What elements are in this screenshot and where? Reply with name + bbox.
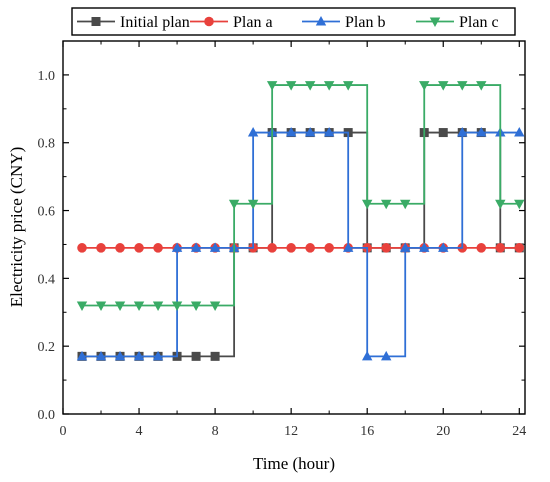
point-plan-c-14	[323, 81, 335, 91]
point-plan-b-14	[323, 127, 335, 137]
point-plan-b-24	[514, 127, 525, 137]
point-plan-a-5	[153, 243, 163, 253]
point-plan-a-3	[115, 243, 125, 253]
point-plan-c-19	[419, 81, 430, 91]
point-plan-c-23	[495, 199, 506, 210]
point-plan-a-1	[77, 243, 87, 253]
y-tick-label-0.0: 0.0	[38, 408, 56, 423]
point-plan-b-4	[133, 350, 145, 361]
point-plan-a-12	[286, 243, 296, 253]
x-tick-label-4: 4	[136, 424, 143, 439]
point-plan-c-12	[285, 81, 297, 91]
point-plan-b-7	[190, 242, 202, 252]
point-plan-b-17	[381, 350, 392, 361]
x-tick-label-12: 12	[284, 424, 298, 439]
point-plan-a-24	[514, 243, 525, 253]
point-plan-a-2	[96, 243, 106, 253]
x-tick-label-8: 8	[212, 424, 219, 439]
legend-label-plan-b: Plan b	[345, 14, 385, 31]
legend-entry-plan-c: Plan c	[416, 14, 499, 31]
point-plan-c-18	[400, 199, 411, 210]
legend-marker-plan-a	[204, 16, 214, 27]
point-plan-b-15	[342, 242, 354, 252]
x-tick-label-24: 24	[512, 424, 526, 439]
point-plan-c-21	[457, 81, 468, 91]
legend-label-plan-a: Plan a	[233, 14, 273, 31]
point-plan-a-13	[305, 243, 315, 253]
point-plan-b-5	[152, 350, 164, 361]
point-plan-b-13	[304, 127, 316, 137]
x-tick-label-0: 0	[60, 424, 67, 439]
point-plan-b-12	[285, 127, 297, 137]
x-tick-label-16: 16	[360, 424, 374, 439]
legend-marker-plan-c	[429, 17, 441, 27]
point-plan-a-11	[267, 243, 277, 253]
legend-entry-initial-plan: Initial plan	[77, 14, 190, 31]
point-plan-b-6	[171, 242, 183, 252]
point-plan-c-5	[152, 301, 164, 311]
point-plan-c-17	[381, 199, 392, 210]
point-plan-c-11	[266, 81, 278, 91]
legend-marker-initial-plan	[91, 17, 101, 26]
point-plan-c-15	[342, 81, 354, 91]
series-initial-plan	[77, 128, 524, 361]
point-plan-c-16	[361, 199, 373, 210]
y-tick-label-0.6: 0.6	[38, 205, 56, 220]
series-plan-b	[76, 127, 525, 361]
point-plan-c-24	[514, 199, 525, 210]
point-plan-a-17	[381, 243, 392, 253]
y-axis-label: Electricity price (CNY)	[7, 147, 26, 308]
legend: Initial plan Plan a Plan b Plan c	[71, 7, 516, 36]
point-plan-c-2	[95, 301, 107, 311]
point-plan-b-20	[438, 242, 449, 252]
point-plan-b-1	[76, 350, 88, 361]
point-plan-c-1	[76, 301, 88, 311]
point-plan-a-22	[476, 243, 487, 253]
point-plan-b-3	[114, 350, 126, 361]
legend-entry-plan-b: Plan b	[302, 14, 385, 31]
point-plan-c-4	[133, 301, 145, 311]
point-plan-c-3	[114, 301, 126, 311]
point-plan-b-8	[209, 242, 221, 252]
point-plan-c-8	[209, 301, 221, 311]
point-plan-b-21	[457, 127, 468, 137]
y-tick-label-0.8: 0.8	[38, 137, 56, 152]
point-plan-c-7	[190, 301, 202, 311]
point-plan-b-10	[247, 127, 259, 137]
point-plan-b-19	[419, 242, 430, 252]
legend-marker-plan-b	[315, 16, 327, 26]
point-initial-plan-7	[191, 351, 201, 361]
plot-frame	[62, 40, 526, 415]
point-plan-a-23	[495, 243, 506, 253]
series-line-plan-c	[82, 84, 520, 307]
point-plan-b-18	[400, 242, 411, 252]
point-initial-plan-8	[210, 351, 220, 361]
legend-label-initial-plan: Initial plan	[120, 14, 190, 31]
point-plan-b-22	[476, 127, 487, 137]
point-plan-a-14	[324, 243, 334, 253]
point-plan-c-22	[476, 81, 487, 91]
point-plan-c-9	[228, 199, 240, 210]
series-line-initial-plan	[82, 131, 520, 358]
series-line-plan-b	[82, 131, 520, 358]
point-plan-b-2	[95, 350, 107, 361]
point-plan-c-20	[438, 81, 449, 91]
point-plan-c-10	[247, 199, 259, 210]
series-plan-c	[76, 81, 525, 311]
legend-entry-plan-a: Plan a	[190, 14, 273, 31]
series-layer	[76, 81, 525, 361]
legend-label-plan-c: Plan c	[459, 14, 499, 31]
y-tick-label-1.0: 1.0	[38, 69, 56, 84]
point-plan-c-6	[171, 301, 183, 311]
y-tick-label-0.2: 0.2	[38, 340, 56, 355]
y-tick-label-0.4: 0.4	[38, 272, 56, 287]
x-axis-label: Time (hour)	[253, 454, 335, 473]
point-plan-a-4	[134, 243, 144, 253]
point-initial-plan-20	[438, 128, 448, 138]
axes: 0 4 8 12 16 20 24 0.0 0.2 0.4 0.6 0.8 1.0	[38, 40, 526, 439]
x-tick-label-20: 20	[436, 424, 450, 439]
point-plan-b-16	[361, 350, 373, 361]
point-plan-c-13	[304, 81, 316, 91]
